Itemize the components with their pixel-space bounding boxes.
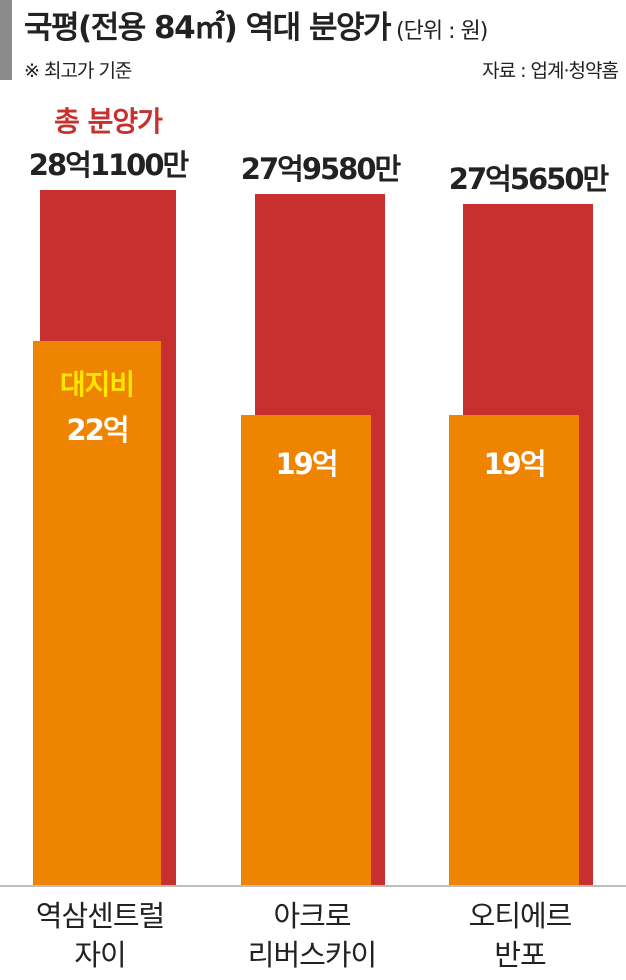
value-label: 19억: [483, 447, 546, 482]
value-label: 22억: [66, 413, 129, 448]
value-label: 27억9580만: [240, 151, 401, 186]
bar: [33, 341, 161, 885]
unit-note: (단위 : 원): [396, 19, 488, 44]
x-tick-label: 오티에르 반포: [468, 899, 573, 972]
bar: [241, 415, 371, 885]
title-accent: [0, 0, 12, 80]
value-label: 28억1100만: [28, 148, 189, 183]
subtitle: ※ 최고가 기준: [24, 60, 132, 82]
value-label: 27억5650만: [448, 161, 609, 196]
value-label: 19억: [275, 447, 338, 482]
title-line: 국평(전용 84㎡) 역대 분양가 (단위 : 원): [24, 2, 488, 47]
series-label: 대지비: [59, 368, 135, 402]
bar: [449, 415, 579, 885]
chart-title: 국평(전용 84㎡) 역대 분양가: [24, 10, 392, 46]
x-tick-label: 아크로 리버스카이: [247, 899, 377, 972]
x-axis: [0, 885, 626, 887]
source: 자료 : 업계·청약홈: [482, 60, 619, 82]
series-label: 총 분양가: [54, 105, 163, 139]
x-tick-label: 역삼센트럴 자이: [35, 899, 165, 972]
